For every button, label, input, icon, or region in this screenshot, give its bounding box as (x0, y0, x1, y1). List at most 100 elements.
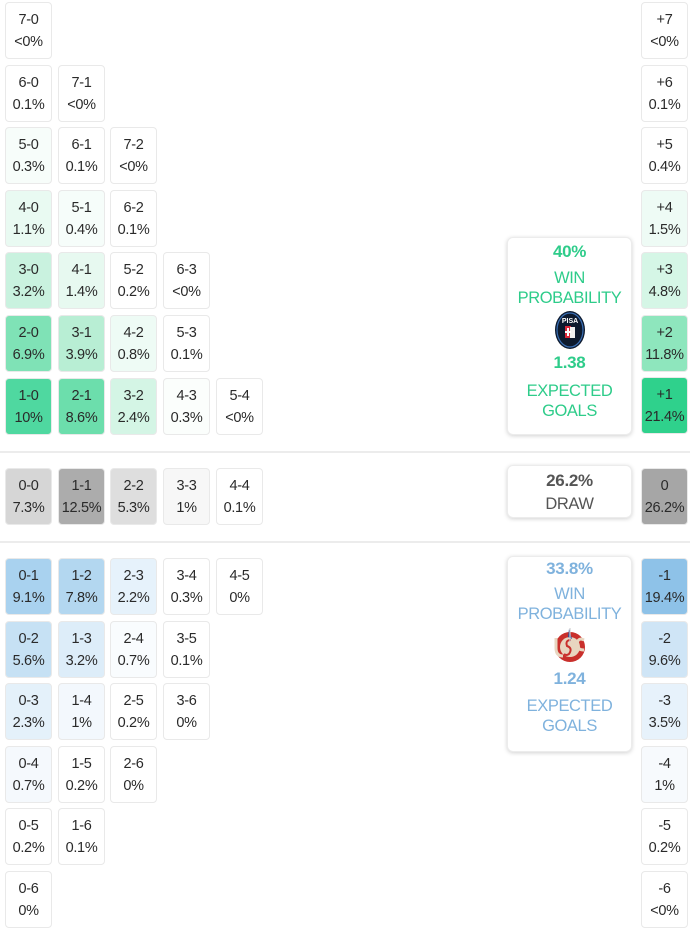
home-scoreline-cell-probability: 6.9% (12, 346, 45, 363)
home-scoreline-cell: 3-2 2.4% (110, 378, 157, 435)
goal-margin-cell-probability: 21.4% (644, 408, 685, 425)
away-scoreline-cell: 2-4 0.7% (110, 621, 157, 678)
away-scoreline-cell-label: 4-5 (229, 567, 250, 584)
away-scoreline-cell-label: 0-2 (18, 630, 39, 647)
away-scoreline-cell-label: 1-3 (71, 630, 92, 647)
away-scoreline-cell-label: 1-4 (71, 692, 92, 709)
away-expected-label: EXPECTED (526, 697, 613, 715)
home-scoreline-cell-label: 6-2 (123, 199, 144, 216)
draw-scoreline-cell: 4-4 0.1% (216, 468, 263, 525)
home-goals-label: GOALS (542, 402, 597, 420)
away-scoreline-cell-label: 3-6 (176, 692, 197, 709)
home-scoreline-cell-label: 4-3 (176, 387, 197, 404)
goal-margin-cell-probability: 9.6% (648, 652, 681, 669)
goal-margin-cell-probability: <0% (650, 902, 679, 919)
home-scoreline-cell-probability: 3.9% (65, 346, 98, 363)
home-scoreline-cell-label: 3-0 (18, 261, 39, 278)
goal-margin-cell: 0 26.2% (641, 468, 688, 525)
away-scoreline-cell: 1-5 0.2% (58, 746, 105, 803)
home-scoreline-cell: 5-1 0.4% (58, 190, 105, 247)
goal-margin-cell-probability: <0% (650, 33, 679, 50)
away-scoreline-cell-probability: 0.7% (12, 777, 45, 794)
away-scoreline-cell-probability: 0.7% (117, 652, 150, 669)
home-scoreline-cell-probability: 0.2% (117, 283, 150, 300)
away-scoreline-cell-probability: 5.6% (12, 652, 45, 669)
home-scoreline-cell-label: 5-3 (176, 324, 197, 341)
goal-margin-cell-label: -1 (658, 567, 671, 584)
goal-margin-cell-probability: 0.4% (648, 158, 681, 175)
goal-margin-cell: +2 11.8% (641, 315, 688, 372)
goal-margin-cell: +7 <0% (641, 2, 688, 59)
away-scoreline-cell: 0-3 2.3% (5, 683, 52, 740)
goal-margin-cell: -1 19.4% (641, 558, 688, 615)
home-scoreline-cell: 4-3 0.3% (163, 378, 210, 435)
away-scoreline-cell: 0-6 0% (5, 871, 52, 928)
away-probability-label: PROBABILITY (517, 605, 622, 623)
draw-scoreline-cell-probability: 0.1% (223, 499, 256, 516)
pisa-crest-icon: PISA (554, 311, 585, 349)
home-scoreline-cell-label: 6-3 (176, 261, 197, 278)
away-scoreline-cell-probability: 0.3% (170, 589, 203, 606)
home-scoreline-cell-label: 1-0 (18, 387, 39, 404)
home-scoreline-cell-probability: <0% (225, 409, 254, 426)
draw-scoreline-cell: 1-1 12.5% (58, 468, 105, 525)
goal-margin-cell-label: +5 (656, 136, 673, 153)
home-scoreline-cell-label: 2-0 (18, 324, 39, 341)
home-win-label: WIN (554, 269, 585, 287)
away-scoreline-cell-label: 0-3 (18, 692, 39, 709)
home-expected-goals-value: 1.38 (553, 353, 586, 372)
away-scoreline-cell-probability: 7.8% (65, 589, 98, 606)
away-scoreline-cell-probability: 2.2% (117, 589, 150, 606)
home-scoreline-cell: 5-4 <0% (216, 378, 263, 435)
home-scoreline-cell-label: 5-4 (229, 387, 250, 404)
away-scoreline-cell-probability: 9.1% (12, 589, 45, 606)
goal-margin-cell-label: -4 (658, 755, 671, 772)
goal-margin-cell-label: -3 (658, 692, 671, 709)
home-scoreline-cell-probability: 0.1% (65, 158, 98, 175)
goal-margin-cell: +3 4.8% (641, 252, 688, 309)
goal-margin-cell: -4 1% (641, 746, 688, 803)
home-scoreline-cell-probability: <0% (14, 33, 43, 50)
away-scoreline-cell-label: 2-4 (123, 630, 144, 647)
away-scoreline-cell-probability: 0.2% (117, 714, 150, 731)
away-scoreline-cell-label: 3-4 (176, 567, 197, 584)
away-scoreline-cell: 0-4 0.7% (5, 746, 52, 803)
away-scoreline-cell-probability: 1% (71, 714, 92, 731)
draw-scoreline-cell-probability: 7.3% (12, 499, 45, 516)
home-scoreline-cell: 6-1 0.1% (58, 127, 105, 184)
goal-margin-cell: +1 21.4% (641, 377, 688, 434)
away-scoreline-cell-label: 0-5 (18, 817, 39, 834)
home-scoreline-cell-label: 7-1 (71, 74, 92, 91)
home-scoreline-cell-probability: 8.6% (65, 409, 98, 426)
goal-margin-cell-label: +2 (656, 324, 673, 341)
away-scoreline-cell: 2-5 0.2% (110, 683, 157, 740)
away-scoreline-cell-label: 1-5 (71, 755, 92, 772)
home-scoreline-cell-label: 2-1 (71, 387, 92, 404)
home-scoreline-cell-label: 3-2 (123, 387, 144, 404)
home-scoreline-cell-probability: <0% (67, 96, 96, 113)
home-scoreline-cell: 7-2 <0% (110, 127, 157, 184)
draw-scoreline-cell: 0-0 7.3% (5, 468, 52, 525)
home-scoreline-cell-probability: 10% (14, 409, 43, 426)
goal-margin-cell: +6 0.1% (641, 65, 688, 122)
away-scoreline-cell: 2-3 2.2% (110, 558, 157, 615)
home-scoreline-cell-probability: 3.2% (12, 283, 45, 300)
away-scoreline-cell: 3-4 0.3% (163, 558, 210, 615)
goal-margin-cell: +4 1.5% (641, 190, 688, 247)
divider-draw-away (0, 541, 690, 543)
home-scoreline-cell-probability: 1.1% (12, 221, 45, 238)
draw-scoreline-cell: 3-3 1% (163, 468, 210, 525)
home-scoreline-cell: 5-2 0.2% (110, 252, 157, 309)
home-scoreline-cell-probability: 0.1% (12, 96, 45, 113)
home-scoreline-cell: 4-1 1.4% (58, 252, 105, 309)
home-scoreline-cell-label: 5-1 (71, 199, 92, 216)
away-scoreline-cell-label: 0-4 (18, 755, 39, 772)
away-scoreline-cell-label: 2-5 (123, 692, 144, 709)
goal-margin-cell-probability: 4.8% (648, 283, 681, 300)
home-scoreline-cell: 5-0 0.3% (5, 127, 52, 184)
goal-margin-cell-probability: 3.5% (648, 714, 681, 731)
home-scoreline-cell-label: 6-1 (71, 136, 92, 153)
home-scoreline-cell-probability: 1.4% (65, 283, 98, 300)
home-scoreline-cell: 6-3 <0% (163, 252, 210, 309)
away-scoreline-cell-probability: 0% (176, 714, 197, 731)
